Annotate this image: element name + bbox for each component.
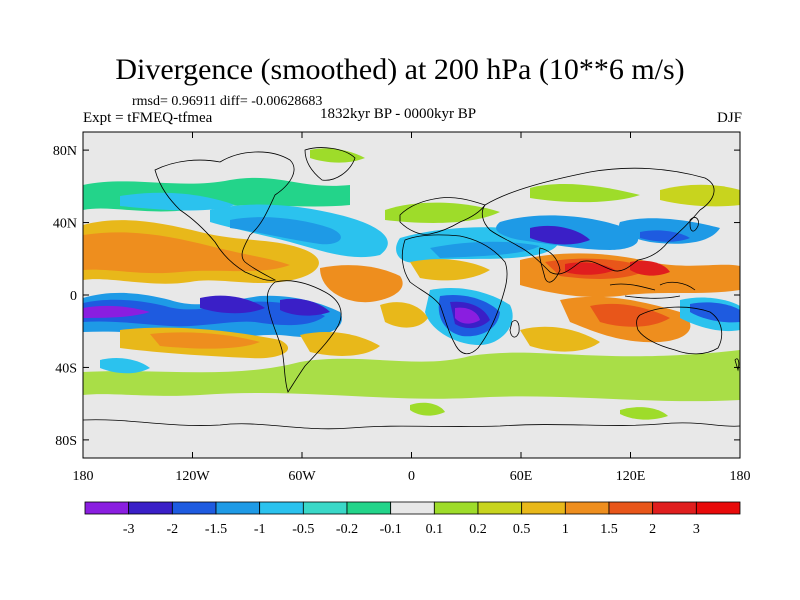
- colorbar-swatch: [477, 501, 523, 515]
- x-tick-label: 120E: [616, 469, 646, 484]
- season-label: DJF: [716, 110, 742, 126]
- colorbar-label: -3: [123, 522, 135, 537]
- colorbar-label: -0.2: [336, 522, 358, 537]
- colorbar-label: 0.2: [469, 522, 487, 537]
- colorbar-swatch: [128, 501, 173, 515]
- y-tick-label: 0: [70, 289, 77, 304]
- colorbar-label: 0.5: [513, 522, 531, 537]
- x-tick-label: 180: [73, 469, 94, 484]
- colorbar-swatch: [171, 501, 217, 515]
- colorbar-label: -2: [166, 522, 178, 537]
- colorbar-label: 0.1: [426, 522, 444, 537]
- y-tick-label: 40S: [55, 361, 77, 376]
- colorbar-swatch: [521, 501, 566, 515]
- y-tick-label: 80N: [53, 144, 77, 159]
- colorbar: -3 -2 -1.5 -1 -0.5 -0.2 -0.1 0.1 0.2 0.5 1 1.5 2 3: [84, 501, 741, 537]
- colorbar-label: -0.1: [380, 522, 402, 537]
- x-tick-label: 180: [730, 469, 751, 484]
- colorbar-swatch: [259, 501, 304, 515]
- colorbar-label: -0.5: [292, 522, 314, 537]
- period-label: 1832kyr BP - 0000kyr BP: [320, 106, 477, 122]
- experiment-label: Expt = tFMEQ-tfmea: [83, 110, 213, 126]
- x-tick-label: 60E: [510, 469, 533, 484]
- colorbar-swatch: [84, 501, 130, 515]
- divergence-field: [83, 148, 740, 420]
- map-title: Divergence (smoothed) at 200 hPa (10**6 …: [115, 53, 685, 86]
- colorbar-swatch: [390, 501, 435, 515]
- colorbar-label: -1.5: [205, 522, 227, 537]
- coastlines: [83, 147, 740, 430]
- colorbar-swatch: [215, 501, 261, 515]
- colorbar-label: 1.5: [600, 522, 618, 537]
- colorbar-swatch: [608, 501, 654, 515]
- colorbar-swatch: [564, 501, 610, 515]
- y-tick-label: 80S: [55, 434, 77, 449]
- colorbar-swatch: [695, 501, 741, 515]
- colorbar-label: -1: [254, 522, 266, 537]
- y-tick-label: 40N: [53, 217, 77, 232]
- colorbar-swatch: [346, 501, 392, 515]
- colorbar-label: 2: [649, 522, 656, 537]
- colorbar-swatch: [652, 501, 697, 515]
- colorbar-label: 1: [562, 522, 569, 537]
- x-tick-label: 0: [408, 469, 415, 484]
- colorbar-swatch: [302, 501, 348, 515]
- colorbar-label: 3: [693, 522, 700, 537]
- x-tick-label: 60W: [288, 469, 316, 484]
- y-axis: 80N 40N 0 40S 80S: [53, 144, 740, 449]
- x-axis: 180 120W 60W 0 60E 120E 180: [73, 132, 751, 484]
- stats-label: rmsd= 0.96911 diff= -0.00628683: [132, 94, 323, 109]
- x-tick-label: 120W: [175, 469, 210, 484]
- colorbar-swatch: [433, 501, 479, 515]
